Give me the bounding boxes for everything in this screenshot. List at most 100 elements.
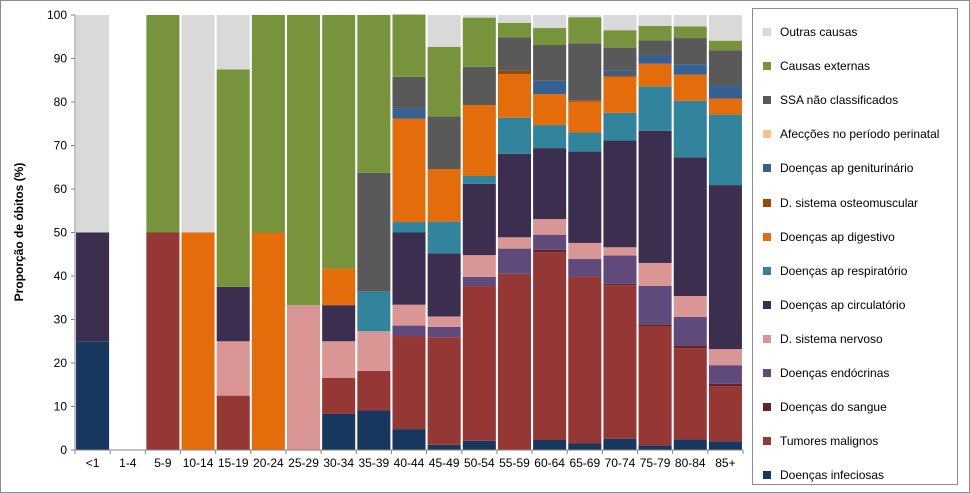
legend-label-1: Tumores malignos — [780, 434, 879, 449]
legend-swatch-4 — [763, 334, 771, 343]
legend-label-11: SSA não classificados — [780, 93, 899, 108]
legend-swatch-2 — [763, 403, 771, 412]
legend-swatch-11 — [763, 96, 771, 105]
bar-segment-17-5 — [673, 157, 707, 297]
x-tick-label-3: 10-14 — [183, 456, 214, 470]
bar-segment-17-12 — [673, 26, 707, 39]
y-tick-label-4: 40 — [54, 269, 68, 283]
bar-segment-11-6 — [462, 175, 496, 184]
bar-segment-17-0 — [673, 439, 707, 450]
bar-segment-16-7 — [638, 63, 672, 87]
legend-label-3: Doenças endócrinas — [780, 366, 890, 380]
bar-segment-17-6 — [673, 100, 707, 158]
x-tick-label-5: 20-24 — [253, 456, 284, 470]
bar-segment-18-2 — [708, 383, 742, 387]
x-tick-label-2: 5-9 — [154, 456, 172, 470]
legend-item-2: Doenças do sangue — [763, 399, 887, 415]
bar-segment-13-0 — [533, 440, 567, 450]
bar-segment-13-11 — [533, 45, 567, 81]
legend-swatch-13 — [763, 28, 771, 36]
bar-segment-9-11 — [392, 76, 426, 109]
legend-item-11: SSA não classificados — [763, 92, 898, 108]
bar-segment-8-1 — [357, 370, 391, 411]
bar-segment-12-1 — [497, 273, 531, 450]
bar-segment-8-12 — [357, 15, 391, 173]
bar-segment-10-1 — [427, 337, 461, 445]
bar-segment-4-12 — [216, 69, 250, 287]
bar-segment-14-4 — [568, 242, 602, 260]
bar-segment-4-5 — [216, 286, 250, 342]
legend-item-12: Causas externas — [763, 58, 870, 74]
bar-segment-8-11 — [357, 172, 391, 292]
bar-segment-9-5 — [392, 232, 426, 305]
bar-segment-16-4 — [638, 262, 672, 286]
bar-segment-15-2 — [603, 283, 637, 286]
x-tick-label-0: <1 — [86, 456, 100, 470]
bar-segment-7-0 — [322, 413, 356, 450]
y-tick-label-8: 80 — [54, 95, 68, 109]
bar-segment-18-11 — [708, 50, 742, 86]
bar-segment-14-3 — [568, 259, 602, 277]
legend-item-3: Doenças endócrinas — [763, 365, 889, 381]
bar-segment-18-13 — [708, 15, 742, 41]
bar-segment-16-13 — [638, 15, 672, 26]
legend-label-9: Doenças ap geniturinário — [780, 161, 914, 176]
bar-segment-12-8 — [497, 70, 531, 75]
bar-segment-12-3 — [497, 248, 531, 274]
bar-segment-12-7 — [497, 74, 531, 118]
bar-segment-13-1 — [533, 252, 567, 440]
bar-segment-15-6 — [603, 112, 637, 141]
bar-segment-13-7 — [533, 94, 567, 126]
bar-segment-12-12 — [497, 22, 531, 38]
legend-label-12: Causas externas — [780, 59, 871, 74]
bar-segment-7-12 — [322, 15, 356, 269]
bar-segment-18-0 — [708, 441, 742, 450]
bar-segment-10-12 — [427, 46, 461, 117]
y-tick-label-9: 90 — [54, 52, 68, 66]
y-tick-label-10: 100 — [47, 8, 67, 22]
bar-segment-6-4 — [287, 305, 321, 450]
bar-segment-14-1 — [568, 276, 602, 444]
bar-segment-4-1 — [216, 395, 250, 451]
bar-segment-13-4 — [533, 219, 567, 235]
bar-segment-14-5 — [568, 151, 602, 243]
bar-segment-13-12 — [533, 28, 567, 46]
bar-segment-11-4 — [462, 255, 496, 277]
bar-segment-12-4 — [497, 237, 531, 249]
legend-label-10: Afecções no período perinatal — [780, 127, 940, 142]
bar-segment-15-0 — [603, 438, 637, 450]
bar-segment-10-4 — [427, 316, 461, 327]
bar-segment-18-7 — [708, 98, 742, 115]
bar-segment-8-4 — [357, 331, 391, 371]
bar-segment-6-12 — [287, 15, 321, 306]
bar-segment-13-2 — [533, 249, 567, 253]
y-tick-label-0: 0 — [60, 443, 67, 457]
bar-segment-16-1 — [638, 326, 672, 446]
bar-segment-15-12 — [603, 30, 637, 48]
bar-segment-8-0 — [357, 410, 391, 450]
x-tick-label-17: 80-84 — [675, 456, 706, 470]
legend-item-7: Doenças ap digestivo — [763, 229, 895, 245]
legend-item-1: Tumores malignos — [763, 433, 878, 449]
bar-segment-17-3 — [673, 316, 707, 346]
plot-area: 0 10 20 30 40 50 60 70 80 90 100 <1 1-4 5-9 10-14 15-19… — [47, 8, 744, 470]
x-tick-label-13: 60-64 — [534, 456, 565, 470]
bar-segment-14-8 — [568, 100, 602, 102]
x-tick-label-14: 65-69 — [569, 456, 600, 470]
legend-label-6: Doenças ap respiratório — [780, 263, 908, 278]
bar-segment-17-1 — [673, 348, 707, 440]
bar-segment-17-7 — [673, 74, 707, 101]
bar-segment-16-3 — [638, 286, 672, 325]
bar-segment-16-11 — [638, 40, 672, 56]
bar-segment-0-13 — [76, 15, 110, 233]
legend-swatch-9 — [763, 164, 771, 173]
bar-segment-0-0 — [76, 341, 110, 450]
bar-segment-15-5 — [603, 140, 637, 248]
bar-segment-11-1 — [462, 286, 496, 441]
bar-segment-13-6 — [533, 125, 567, 149]
legend-swatch-10 — [763, 130, 771, 139]
bar-segment-11-13 — [462, 15, 496, 18]
bar-segment-15-11 — [603, 47, 637, 71]
bar-segment-13-5 — [533, 148, 567, 220]
